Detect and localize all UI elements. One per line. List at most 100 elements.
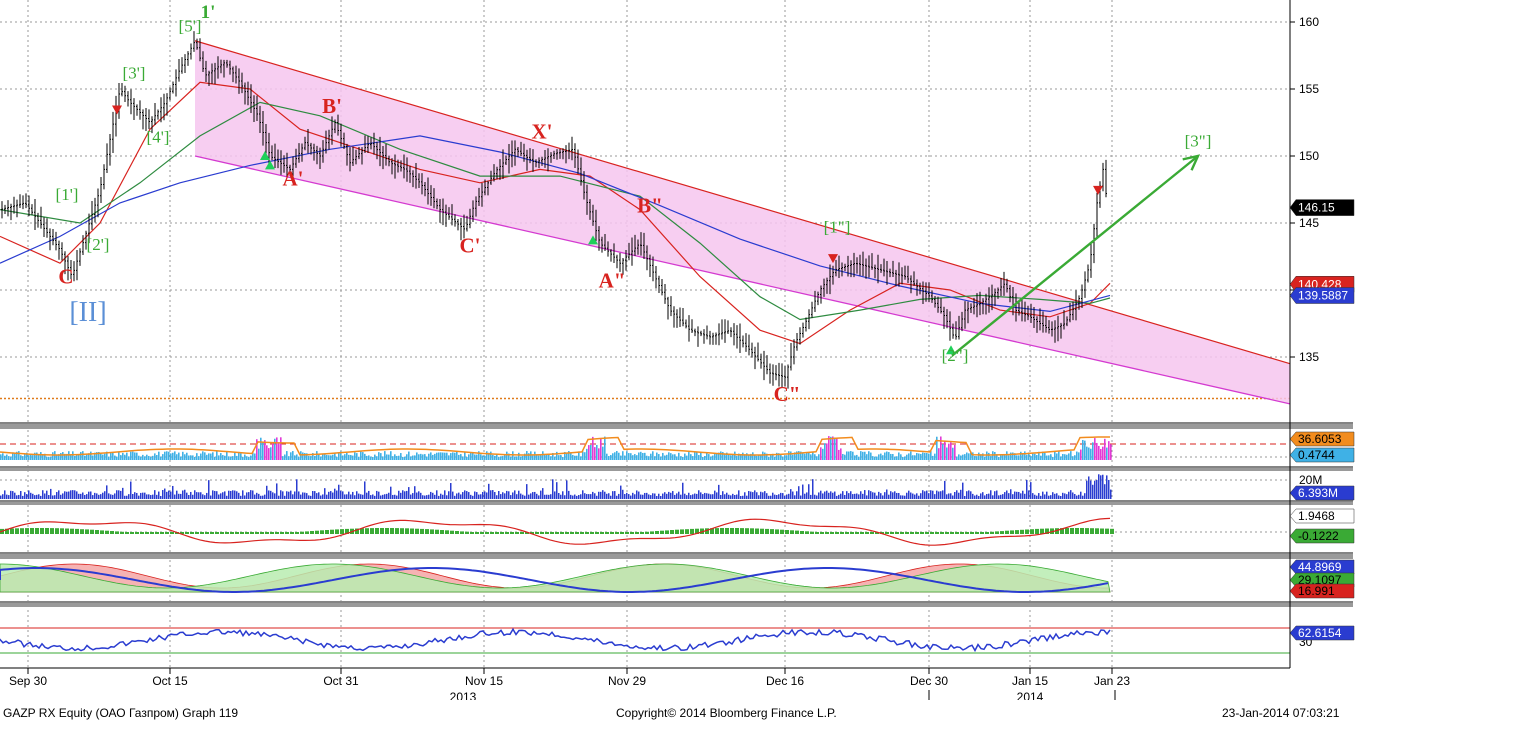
- volume-bar: [958, 492, 960, 499]
- histogram-bar: [910, 451, 912, 460]
- value-badge-shape: [1289, 485, 1355, 501]
- histogram-bar: [458, 454, 460, 460]
- histogram-bar: [1100, 448, 1102, 460]
- histogram-bar: [838, 449, 840, 460]
- histogram-bar: [666, 454, 668, 460]
- volume-bar: [1046, 491, 1048, 499]
- volume-bar: [1054, 493, 1056, 499]
- histogram-bar: [416, 452, 418, 460]
- volume-bar: [400, 492, 402, 499]
- volume-bar: [606, 493, 608, 499]
- histogram-bar: [220, 453, 222, 460]
- histogram-bar: [974, 456, 976, 460]
- histogram-bar: [1056, 453, 1058, 460]
- histogram-bar: [78, 454, 80, 460]
- histogram-bar: [288, 456, 290, 460]
- histogram-bar: [394, 454, 396, 460]
- volume-bar: [1034, 494, 1036, 499]
- volume-bar: [356, 491, 358, 499]
- histogram-bar: [106, 451, 108, 460]
- histogram-bar: [348, 454, 350, 460]
- histogram-bar: [1058, 451, 1060, 460]
- volume-bar: [210, 495, 212, 499]
- volume-bar: [794, 495, 796, 499]
- histogram-bar: [102, 454, 104, 460]
- volume-bar: [962, 482, 964, 499]
- wave-label: B": [637, 193, 663, 217]
- volume-bar: [696, 493, 698, 499]
- histogram-bar: [1036, 455, 1038, 460]
- volume-bar: [58, 490, 60, 499]
- volume-bar: [1110, 489, 1112, 499]
- volume-bar: [778, 494, 780, 499]
- histogram-bar: [272, 443, 274, 460]
- volume-bar: [898, 493, 900, 499]
- histogram-bar: [128, 456, 130, 460]
- volume-bar: [152, 494, 154, 499]
- histogram-bar: [166, 451, 168, 460]
- volume-bar: [360, 494, 362, 499]
- value-badge-text: 0.4744: [1298, 448, 1335, 462]
- volume-bar: [156, 494, 158, 499]
- histogram-bar: [830, 436, 832, 460]
- histogram-bar: [244, 454, 246, 460]
- histogram-bar: [1052, 456, 1054, 460]
- histogram-bar: [396, 455, 398, 460]
- volume-bar: [886, 489, 888, 499]
- histogram-bar: [186, 452, 188, 460]
- histogram-bar: [198, 456, 200, 460]
- histogram-bar: [930, 451, 932, 460]
- histogram-bar: [328, 455, 330, 460]
- histogram-bar: [144, 456, 146, 460]
- histogram-bar: [48, 456, 50, 460]
- volume-bar: [90, 491, 92, 499]
- histogram-bar: [452, 452, 454, 460]
- histogram-bar: [96, 452, 98, 460]
- volume-bar: [594, 493, 596, 499]
- histogram-bar: [812, 451, 814, 460]
- volume-bar: [182, 490, 184, 499]
- histogram-bar: [476, 454, 478, 460]
- histogram-bar: [704, 456, 706, 460]
- histogram-bar: [1034, 453, 1036, 460]
- volume-bar: [854, 493, 856, 499]
- histogram-bar: [316, 451, 318, 460]
- volume-bar: [446, 495, 448, 499]
- histogram-bar: [950, 442, 952, 460]
- histogram-bar: [0, 454, 2, 460]
- histogram-bar: [672, 454, 674, 460]
- volume-bar: [468, 492, 470, 499]
- volume-bar: [198, 492, 200, 499]
- projection-arrow-head: [1182, 154, 1201, 171]
- histogram-bar: [1018, 455, 1020, 460]
- volume-bar: [498, 491, 500, 499]
- volume-bar: [256, 492, 258, 499]
- x-tick-label: Nov 15: [465, 674, 503, 688]
- histogram-bar: [518, 452, 520, 460]
- volume-bar: [1024, 493, 1026, 499]
- histogram-bar: [234, 452, 236, 460]
- volume-bar: [340, 490, 342, 499]
- volume-bar: [830, 491, 832, 499]
- volume-bar: [700, 492, 702, 499]
- y-tick-label: 135: [1299, 350, 1319, 364]
- volume-bar: [988, 493, 990, 499]
- histogram-bar: [256, 439, 258, 460]
- volume-bar: [1020, 493, 1022, 499]
- histogram-bar: [150, 456, 152, 460]
- histogram-bar: [546, 454, 548, 460]
- volume-bar: [354, 495, 356, 499]
- volume-bar: [954, 491, 956, 499]
- histogram-bar: [978, 452, 980, 460]
- volume-bar: [832, 492, 834, 499]
- histogram-bar: [142, 454, 144, 460]
- volume-bar: [568, 490, 570, 499]
- volume-bar: [304, 492, 306, 499]
- volume-bar: [70, 490, 72, 499]
- histogram-bar: [994, 452, 996, 460]
- histogram-bar: [406, 454, 408, 460]
- wave-label: C": [774, 382, 801, 406]
- volume-bar: [36, 494, 38, 499]
- volume-bar: [380, 495, 382, 499]
- volume-bar: [628, 494, 630, 499]
